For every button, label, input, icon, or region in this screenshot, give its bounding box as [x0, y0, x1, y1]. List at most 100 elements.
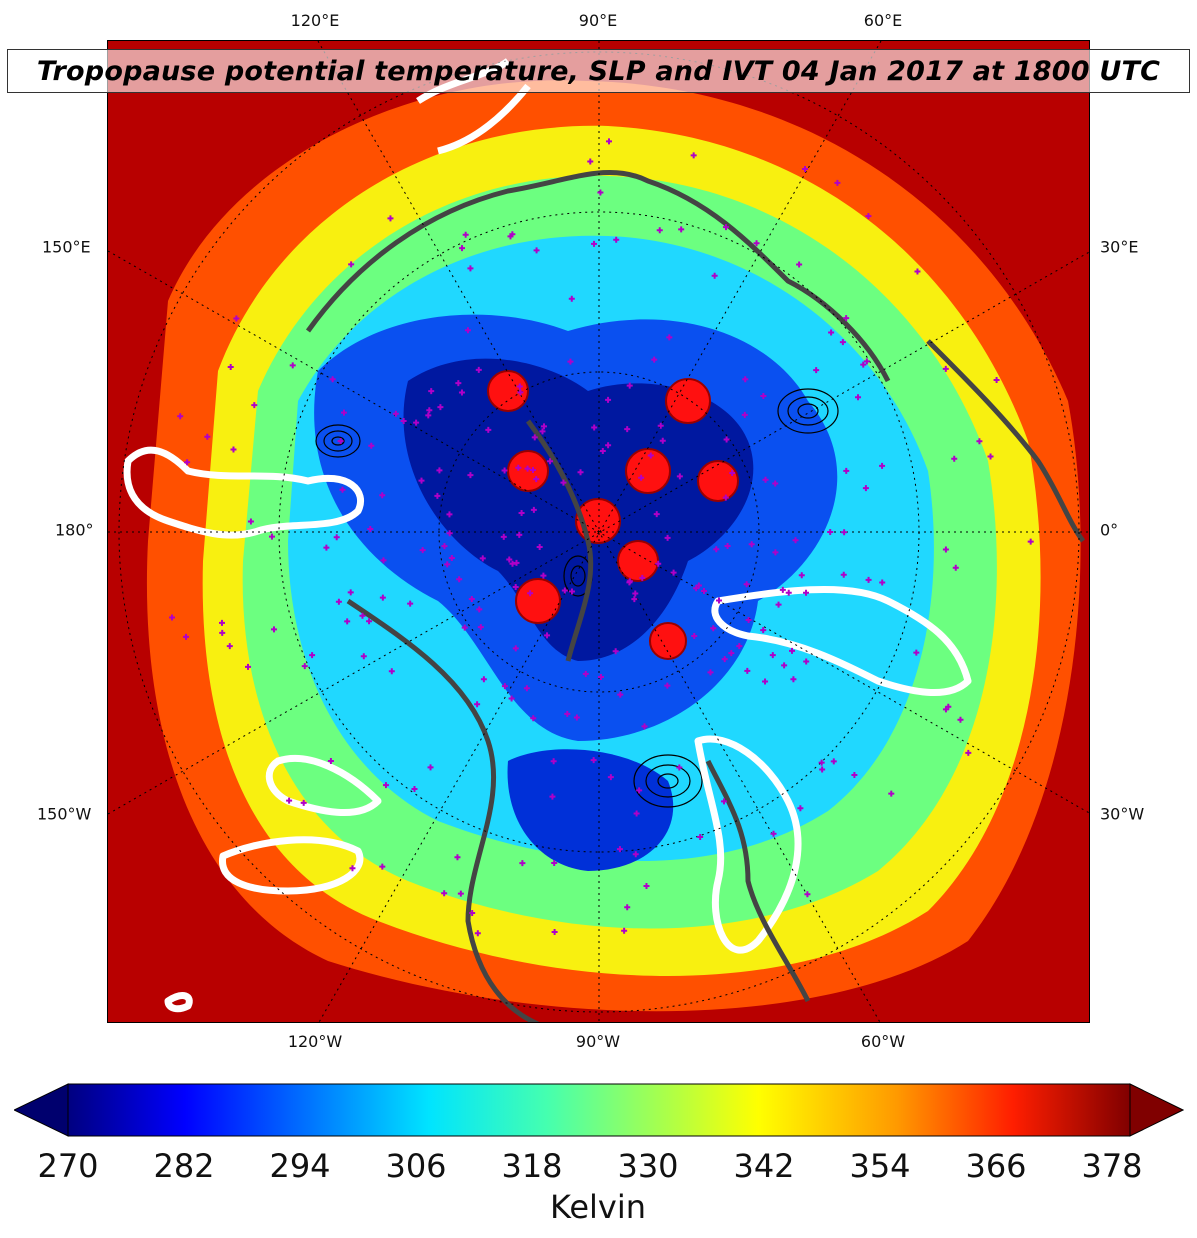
- colorbar-tick: 354: [849, 1147, 911, 1185]
- station-marker: [643, 882, 650, 889]
- station-marker: [796, 261, 803, 268]
- station-marker: [965, 749, 972, 756]
- graticule: [108, 41, 1089, 1022]
- station-marker: [344, 618, 351, 625]
- station-marker: [480, 676, 487, 683]
- station-marker: [506, 556, 513, 563]
- station-marker: [804, 891, 811, 898]
- bottom-lon-label-120w: 120°W: [287, 1032, 343, 1051]
- station-marker: [516, 383, 523, 390]
- station-marker: [803, 658, 810, 665]
- station-marker: [942, 546, 949, 553]
- station-marker: [218, 619, 225, 626]
- station-marker: [419, 547, 426, 554]
- colorbar-ramp: [67, 1083, 1131, 1137]
- colorbar-tick: 318: [501, 1147, 563, 1185]
- slp-contours: [315, 388, 839, 808]
- station-marker: [340, 409, 347, 416]
- station-marker: [169, 614, 176, 621]
- coastlines: [305, 169, 1086, 1022]
- station-marker: [380, 557, 387, 564]
- station-marker: [387, 215, 394, 222]
- station-marker: [289, 362, 296, 369]
- station-marker: [942, 365, 949, 372]
- station-marker: [567, 358, 574, 365]
- station-marker: [501, 467, 508, 474]
- station-marker: [839, 339, 846, 346]
- station-marker: [769, 652, 776, 659]
- station-marker: [425, 412, 432, 419]
- bottom-lon-label-90w: 90°W: [575, 1032, 621, 1051]
- station-marker: [456, 576, 463, 583]
- station-marker: [753, 240, 760, 247]
- station-marker: [577, 469, 584, 476]
- station-marker: [467, 472, 474, 479]
- colorbar-tick: 306: [385, 1147, 447, 1185]
- station-marker: [700, 588, 707, 595]
- station-marker: [454, 854, 461, 861]
- station-marker: [462, 231, 469, 238]
- station-marker: [813, 367, 820, 374]
- station-marker: [457, 890, 464, 897]
- station-marker: [639, 574, 646, 581]
- station-marker: [762, 678, 769, 685]
- station-marker: [657, 422, 664, 429]
- station-marker: [865, 213, 872, 220]
- colorbar-tick: 342: [733, 1147, 795, 1185]
- station-marker: [544, 632, 551, 639]
- station-marker: [533, 247, 540, 254]
- station-marker: [226, 643, 233, 650]
- station-marker: [468, 596, 475, 603]
- station-marker: [678, 226, 685, 233]
- station-marker: [865, 576, 872, 583]
- station-marker: [790, 676, 797, 683]
- station-marker: [529, 467, 536, 474]
- station-marker: [626, 579, 633, 586]
- bottom-lon-label-60w: 60°W: [860, 1032, 906, 1051]
- station-marker: [426, 407, 433, 414]
- station-marker: [515, 464, 522, 471]
- station-marker: [711, 272, 718, 279]
- station-marker: [561, 587, 568, 594]
- station-marker: [539, 428, 546, 435]
- station-marker: [518, 509, 525, 516]
- station-marker: [461, 624, 468, 631]
- colorbar-label: Kelvin: [549, 1188, 647, 1226]
- station-marker: [863, 358, 870, 365]
- station-marker: [819, 766, 826, 773]
- station-marker: [329, 376, 336, 383]
- station-marker: [653, 511, 660, 518]
- station-marker: [516, 531, 523, 538]
- station-marker: [184, 459, 191, 466]
- left-label-150e: 150°E: [42, 237, 91, 257]
- station-marker: [366, 618, 373, 625]
- colorbar-tick: 294: [269, 1147, 331, 1185]
- station-marker: [664, 682, 671, 689]
- station-marker: [690, 152, 697, 159]
- station-marker: [624, 904, 631, 911]
- station-marker: [632, 851, 639, 858]
- station-marker: [710, 625, 717, 632]
- station-marker: [785, 589, 792, 596]
- station-marker: [564, 710, 571, 717]
- station-marker: [713, 546, 720, 553]
- station-marker: [427, 764, 434, 771]
- station-marker: [957, 716, 964, 723]
- station-marker: [517, 389, 524, 396]
- station-marker: [413, 419, 420, 426]
- station-marker: [626, 382, 633, 389]
- station-marker: [862, 485, 869, 492]
- station-marker: [474, 701, 481, 708]
- station-marker: [659, 437, 666, 444]
- station-marker: [560, 479, 567, 486]
- station-marker: [651, 356, 658, 363]
- station-marker: [245, 663, 252, 670]
- station-marker: [550, 758, 557, 765]
- title-box: Tropopause potential temperature, SLP an…: [7, 49, 1190, 93]
- station-marker: [512, 583, 519, 590]
- left-label-180: 180°: [55, 520, 94, 540]
- station-marker: [834, 179, 841, 186]
- station-marker: [590, 757, 597, 764]
- station-marker: [347, 589, 354, 596]
- map-panel: [107, 40, 1090, 1023]
